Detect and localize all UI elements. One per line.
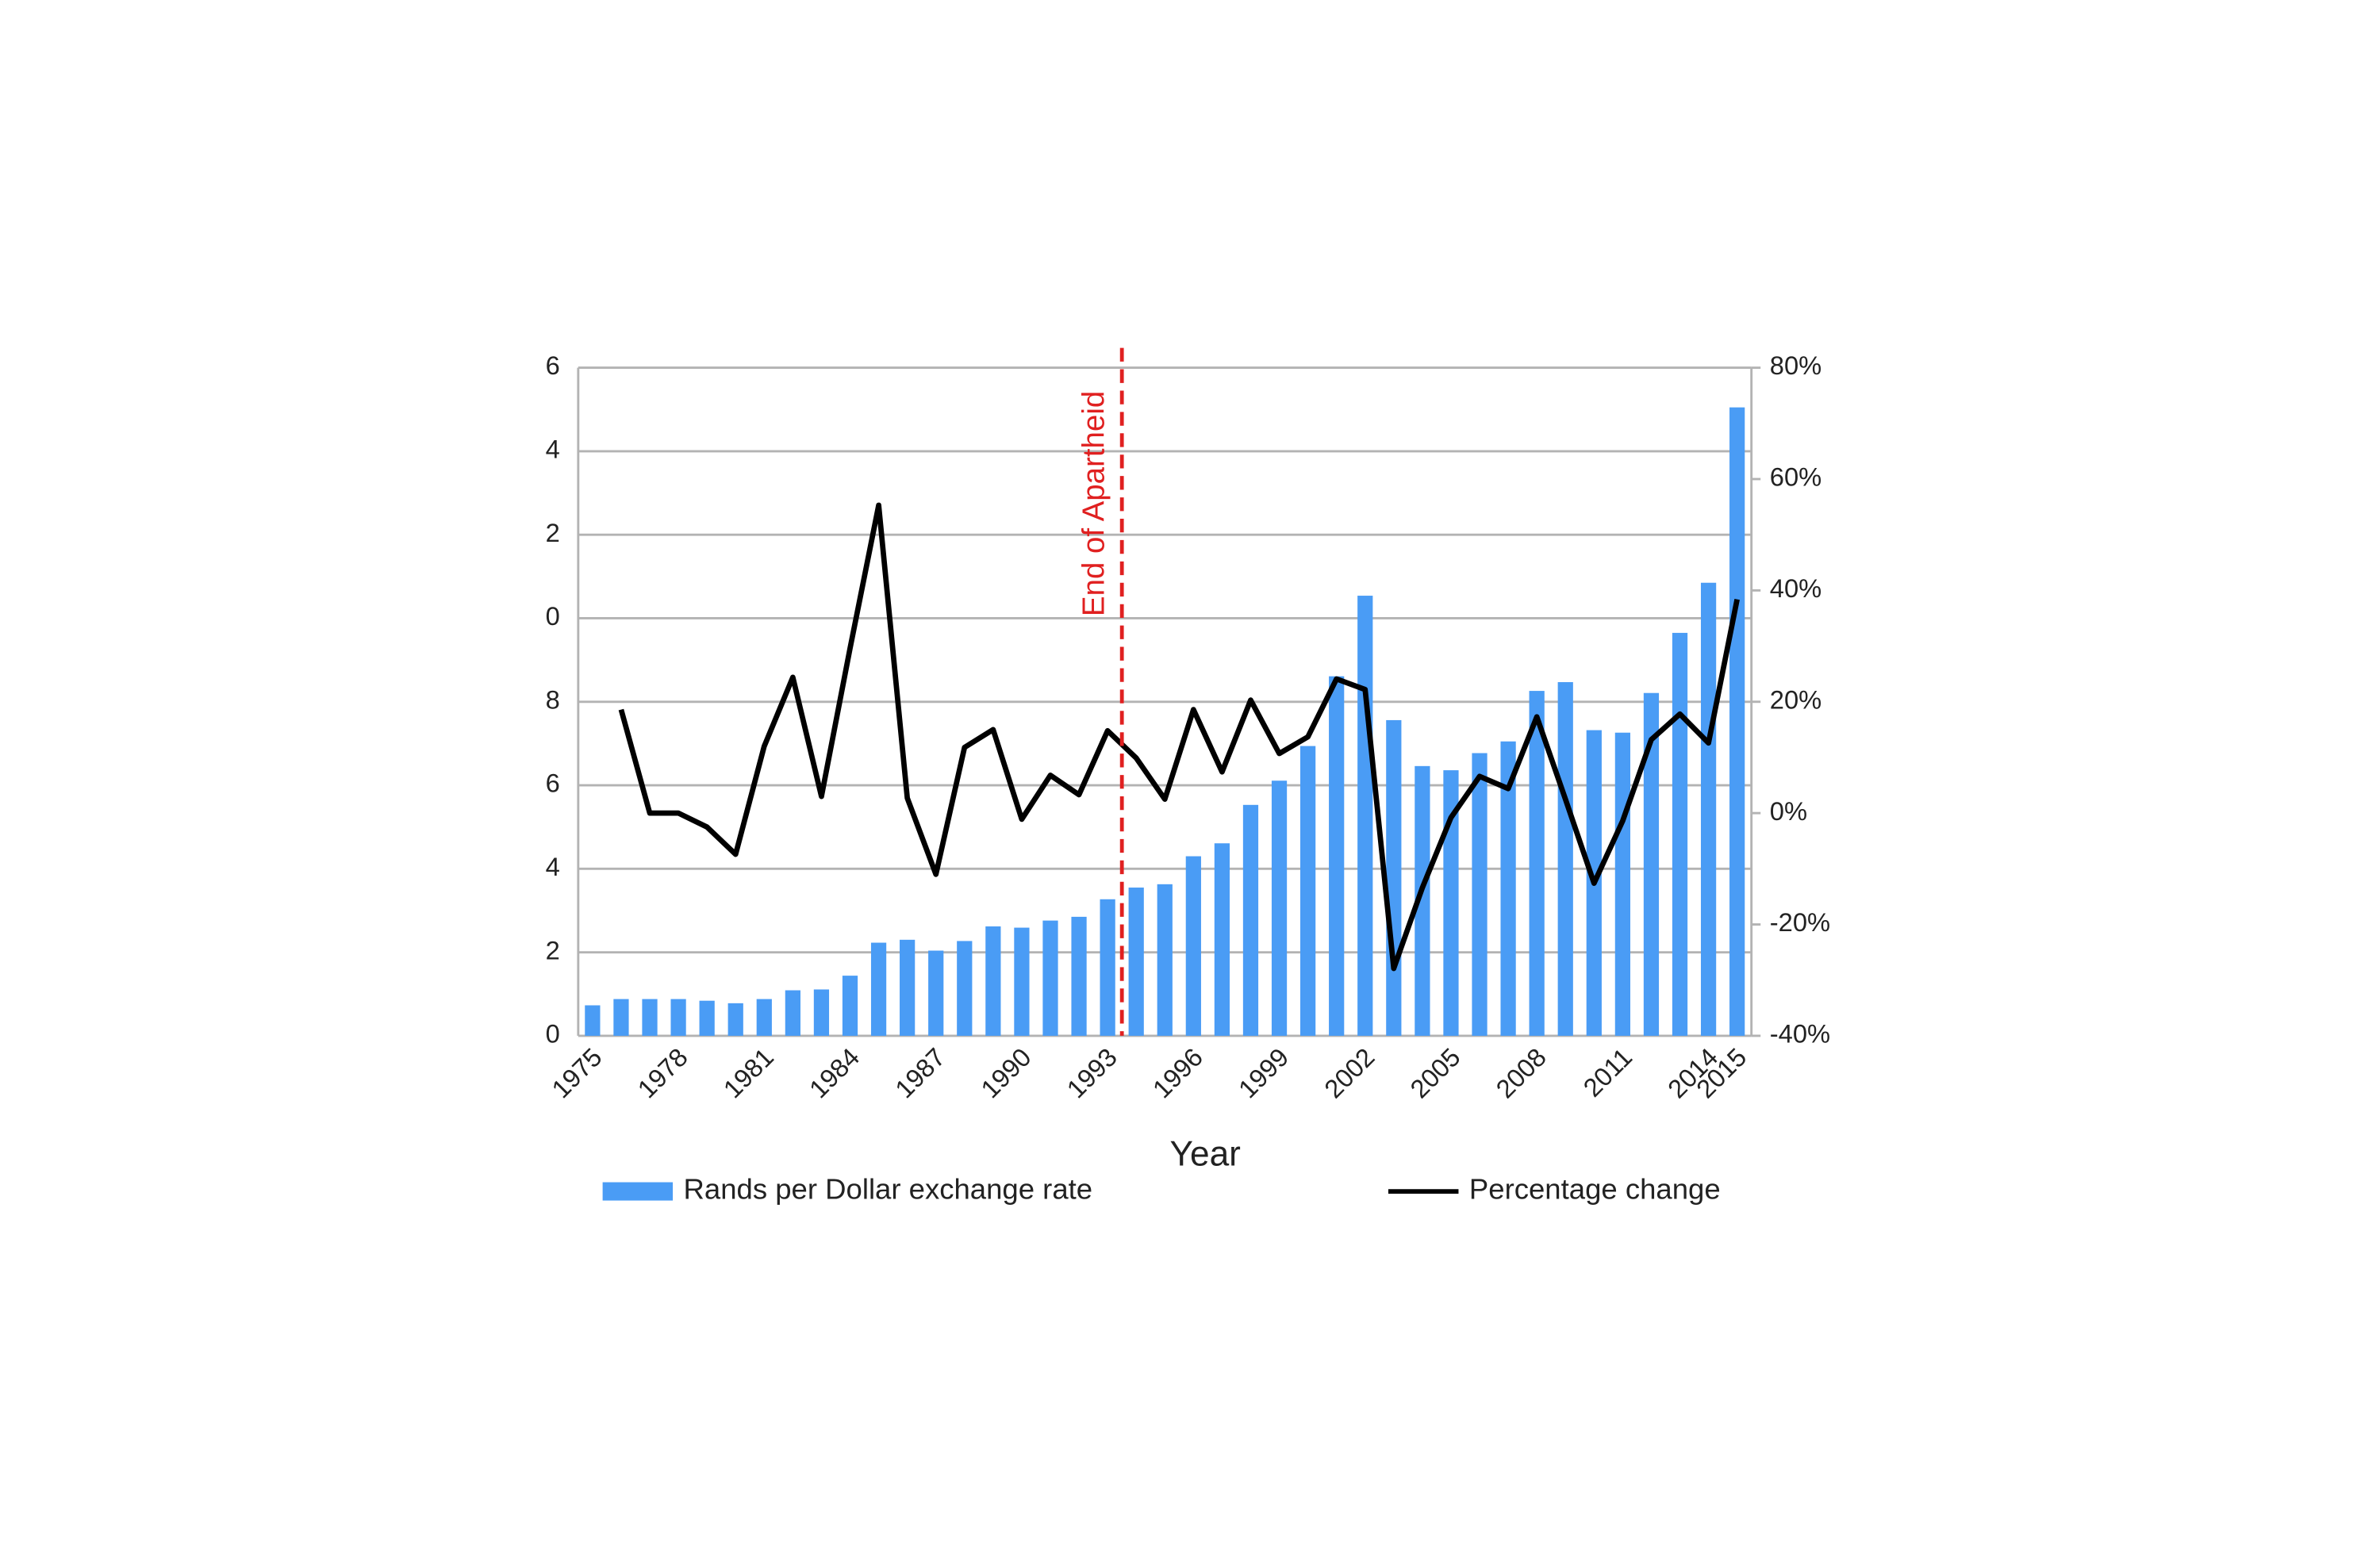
- y-tick-label: 8: [546, 684, 560, 714]
- bar: [1271, 780, 1288, 1036]
- bar: [1415, 765, 1430, 1036]
- bar: [1128, 888, 1144, 1036]
- x-tick-label: 1984: [804, 1042, 866, 1104]
- x-axis-title: Year: [1170, 1135, 1241, 1174]
- x-tick-label: 1999: [1233, 1042, 1295, 1104]
- y-tick-label: 2: [546, 935, 560, 964]
- y2-tick-label: 20%: [1770, 684, 1821, 714]
- bar: [1672, 632, 1688, 1036]
- x-tick-label: 2005: [1404, 1042, 1466, 1104]
- bar: [1443, 770, 1459, 1036]
- x-tick-label: 1993: [1061, 1042, 1123, 1104]
- y2-tick-label: 60%: [1770, 462, 1821, 492]
- y2-tick-label: 0%: [1770, 796, 1807, 826]
- bar: [813, 989, 830, 1036]
- x-tick-label: 1987: [889, 1042, 951, 1104]
- bar: [1242, 804, 1259, 1036]
- y-tick-label: 2: [546, 518, 560, 547]
- bar: [1014, 927, 1030, 1036]
- bar: [699, 1000, 715, 1036]
- bar: [900, 939, 916, 1036]
- bar: [785, 990, 800, 1036]
- legend-swatch: [602, 1182, 674, 1201]
- y-tick-label: 6: [546, 769, 560, 798]
- x-tick-label: 2008: [1490, 1042, 1552, 1104]
- bar: [1472, 753, 1488, 1036]
- bar: [1500, 741, 1516, 1036]
- bar: [1185, 856, 1201, 1036]
- bar: [670, 999, 686, 1036]
- y2-tick-label: 80%: [1770, 351, 1821, 380]
- y2-tick-label: 40%: [1770, 573, 1821, 603]
- bar: [1529, 691, 1545, 1036]
- bar: [842, 976, 858, 1036]
- annotation-text: End of Apartheid: [1077, 391, 1111, 616]
- bar: [1157, 884, 1173, 1036]
- bar: [1386, 719, 1402, 1036]
- bar: [1329, 676, 1345, 1036]
- bar: [957, 941, 973, 1036]
- bar: [756, 999, 772, 1036]
- bar: [1100, 899, 1115, 1036]
- x-tick-label: 2002: [1319, 1042, 1380, 1104]
- bar: [1614, 732, 1630, 1036]
- legend-label: Rands per Dollar exchange rate: [684, 1173, 1093, 1206]
- y-tick-label: 0: [546, 601, 560, 631]
- bar: [870, 942, 887, 1036]
- y2-tick-label: -20%: [1770, 907, 1830, 937]
- y-tick-label: 4: [546, 435, 560, 464]
- bar: [1214, 843, 1230, 1036]
- bar: [1357, 596, 1373, 1036]
- x-tick-label: 1996: [1147, 1042, 1209, 1104]
- bar: [642, 999, 658, 1036]
- line: [618, 502, 1740, 972]
- x-tick-label: 1975: [546, 1042, 608, 1104]
- bar: [727, 1003, 743, 1036]
- x-tick-label: 1981: [717, 1042, 779, 1104]
- legend-label: Percentage change: [1469, 1173, 1721, 1206]
- x-tick-label: 1990: [975, 1042, 1037, 1104]
- bar: [1071, 916, 1087, 1036]
- y-tick-label: 4: [546, 852, 560, 881]
- bar: [1700, 582, 1717, 1036]
- y-tick-label: 6: [546, 351, 560, 380]
- bar: [585, 1005, 601, 1036]
- bar: [1557, 682, 1573, 1036]
- x-tick-label: 2011: [1577, 1042, 1637, 1102]
- bar: [1643, 692, 1660, 1036]
- bar: [985, 926, 1001, 1036]
- bar: [1300, 746, 1316, 1036]
- y-tick-label: 0: [546, 1019, 560, 1049]
- x-tick-label: 1978: [631, 1042, 693, 1104]
- y2-tick-label: -40%: [1770, 1019, 1830, 1049]
- bar: [1042, 920, 1058, 1036]
- bar: [613, 999, 629, 1036]
- bar: [1729, 407, 1745, 1036]
- bar: [928, 950, 944, 1036]
